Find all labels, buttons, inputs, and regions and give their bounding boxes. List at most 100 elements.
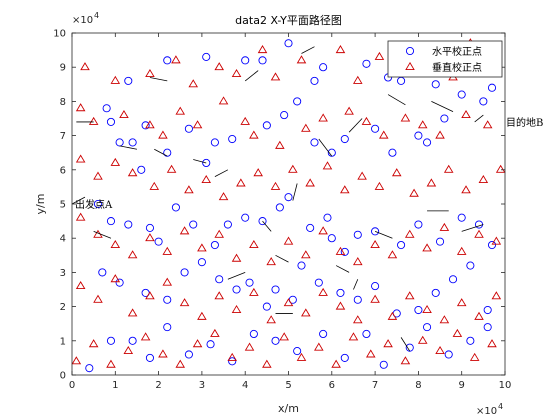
vertical-point (478, 174, 489, 184)
horizontal-point (115, 138, 124, 147)
vertical-point (318, 226, 328, 235)
vertical-point (184, 185, 194, 194)
vertical-point (409, 188, 419, 197)
vertical-point (257, 45, 268, 54)
vertical-point (335, 246, 346, 255)
horizontal-point (184, 124, 193, 133)
horizontal-point (245, 278, 254, 287)
vertical-point (179, 226, 190, 235)
vertical-point (495, 164, 506, 173)
vertical-point (301, 250, 311, 259)
horizontal-point (440, 114, 449, 123)
path-segment (214, 169, 229, 177)
vertical-point (439, 222, 450, 231)
vertical-point (435, 130, 445, 139)
horizontal-point (271, 336, 280, 345)
horizontal-point (466, 261, 475, 270)
path-segment (374, 230, 393, 239)
horizontal-point (210, 240, 219, 250)
vertical-point (456, 298, 467, 307)
path-segment (318, 138, 333, 157)
legend-entry-vertical: 垂直校正点 (432, 61, 482, 74)
y-tick-label: 9 (60, 63, 66, 74)
vertical-point (214, 291, 225, 300)
y-tick-label: 8 (60, 97, 66, 108)
horizontal-point (93, 199, 103, 209)
vertical-point (210, 328, 220, 337)
horizontal-point (397, 76, 406, 85)
vertical-point (357, 171, 367, 180)
horizontal-point (180, 268, 189, 277)
horizontal-point (258, 56, 267, 65)
horizontal-point (414, 131, 423, 140)
horizontal-point (319, 63, 328, 72)
horizontal-point (189, 220, 198, 229)
horizontal-point (371, 124, 380, 133)
horizontal-point (124, 76, 133, 85)
vertical-point (404, 229, 415, 238)
horizontal-point (258, 217, 267, 226)
vertical-point (443, 164, 454, 173)
vertical-point (75, 212, 86, 221)
vertical-point (93, 294, 103, 303)
vertical-point (387, 311, 398, 320)
vertical-point (305, 178, 315, 187)
svg-text:×10: ×10 (476, 406, 497, 417)
vertical-point (456, 246, 467, 255)
vertical-point (296, 352, 307, 361)
horizontal-point (215, 275, 224, 284)
y-tick-label: 7 (60, 131, 66, 142)
vertical-point (231, 304, 242, 313)
path-segment (474, 114, 484, 123)
path-segment (227, 272, 246, 280)
horizontal-point (206, 340, 215, 349)
legend: 水平校正点 垂直校正点 (387, 40, 503, 78)
vertical-point (370, 294, 380, 303)
axis-ticks: 0 1 2 3 4 5 6 7 8 9 10 0 1 2 3 4 5 6 7 8 9 10 (53, 29, 511, 392)
horizontal-point (85, 364, 94, 373)
vertical-point (469, 352, 480, 361)
horizontal-point (353, 230, 362, 239)
horizontal-point (319, 329, 328, 339)
vertical-point (123, 345, 134, 355)
vertical-point (253, 168, 263, 177)
vertical-point (370, 239, 380, 249)
horizontal-point (340, 247, 349, 256)
svg-text:4: 4 (498, 402, 503, 411)
vertical-point (162, 246, 173, 255)
x-tick-label: 8 (415, 380, 421, 391)
vertical-point (197, 243, 207, 252)
horizontal-point (163, 295, 172, 304)
vertical-point (374, 181, 385, 190)
vertical-point (487, 339, 497, 348)
vertical-point (175, 106, 186, 115)
horizontal-point (487, 83, 497, 92)
vertical-point (158, 130, 168, 139)
path-segment (119, 145, 138, 150)
vertical-point (140, 332, 151, 341)
vertical-point (214, 62, 225, 71)
vertical-point (348, 332, 359, 341)
x-axis-exponent: ×10 4 (476, 402, 503, 417)
horizontal-point (479, 97, 488, 106)
path-segment (400, 337, 411, 352)
horizontal-point (232, 285, 241, 294)
horizontal-point (340, 353, 349, 362)
path-segment (431, 101, 454, 113)
vertical-point (400, 113, 411, 122)
horizontal-point (106, 217, 116, 226)
vertical-point (127, 250, 138, 259)
vertical-point (452, 328, 463, 337)
vertical-point (422, 243, 432, 252)
x-tick-label: 5 (285, 380, 291, 391)
horizontal-point (106, 336, 116, 345)
horizontal-point (228, 357, 237, 366)
horizontal-point (297, 261, 306, 270)
path-segment (71, 196, 86, 205)
horizontal-point (487, 240, 497, 250)
horizontal-point (163, 56, 172, 65)
horizontal-point (249, 329, 258, 339)
vertical-point (335, 301, 346, 310)
vertical-point (335, 45, 346, 54)
